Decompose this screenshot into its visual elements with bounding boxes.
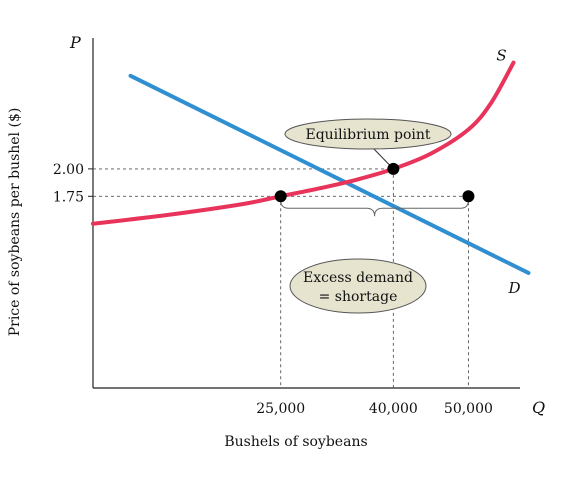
x-tick-label-1: 40,000 bbox=[369, 401, 418, 417]
excess-demand-label-2: = shortage bbox=[319, 289, 398, 305]
points-layer bbox=[274, 162, 475, 203]
excess-demand-bubble bbox=[289, 258, 427, 314]
excess-demand-label-1: Excess demand bbox=[303, 270, 413, 286]
y-axis-symbol: P bbox=[69, 33, 81, 52]
annotations: Equilibrium point Excess demand = shortage bbox=[280, 118, 469, 314]
equilibrium-bubble bbox=[284, 118, 452, 150]
x-axis-symbol: Q bbox=[532, 398, 545, 417]
series-line-S bbox=[91, 60, 516, 226]
data-point-1 bbox=[387, 162, 400, 175]
x-tick-label-0: 25,000 bbox=[256, 401, 305, 417]
tick-labels: 2.00 1.75 25,000 40,000 50,000 bbox=[53, 162, 493, 417]
data-point-0 bbox=[274, 190, 287, 203]
series-line-D bbox=[128, 73, 531, 275]
shortage-brace bbox=[280, 200, 469, 217]
x-axis-title: Bushels of soybeans bbox=[224, 434, 367, 450]
y-tick-label-1: 1.75 bbox=[53, 189, 84, 205]
y-axis-title: Price of soybeans per bushel ($) bbox=[7, 108, 23, 337]
x-tick-label-2: 50,000 bbox=[444, 401, 493, 417]
series-label-S: S bbox=[496, 47, 506, 65]
data-point-2 bbox=[462, 190, 475, 203]
y-tick-label-0: 2.00 bbox=[53, 162, 84, 178]
series-label-D: D bbox=[507, 279, 520, 297]
equilibrium-label: Equilibrium point bbox=[305, 127, 430, 143]
series-layer: DS bbox=[91, 47, 531, 297]
